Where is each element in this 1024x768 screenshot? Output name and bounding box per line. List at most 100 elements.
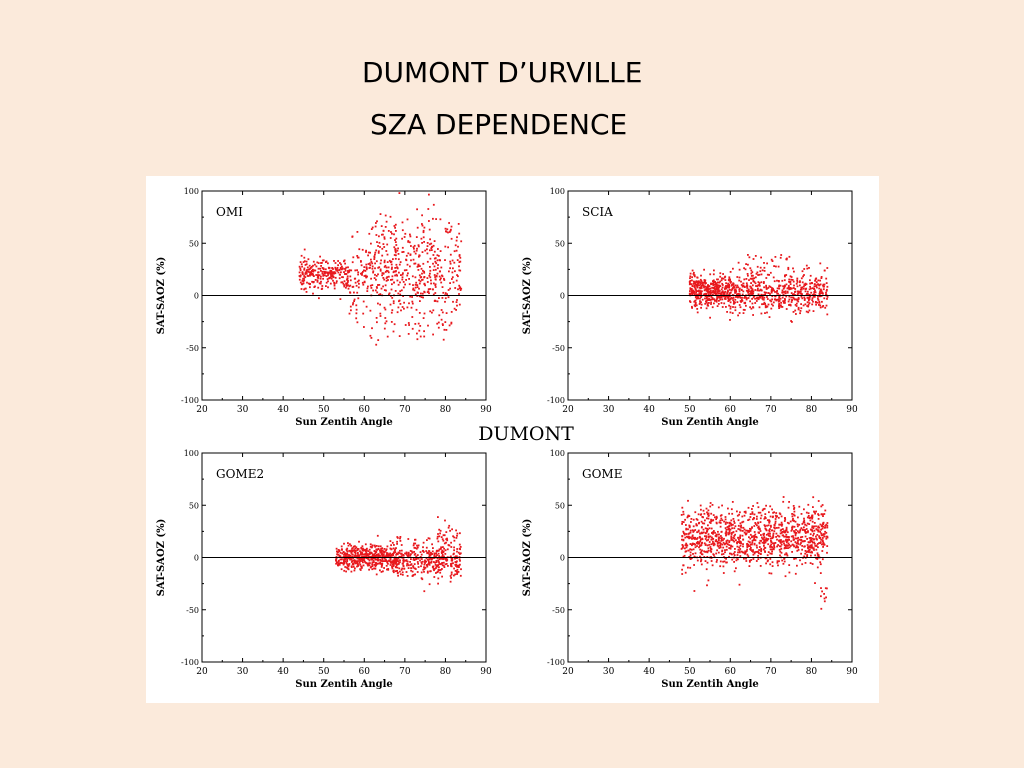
data-point bbox=[732, 536, 735, 539]
data-point bbox=[713, 286, 716, 288]
data-point bbox=[768, 520, 771, 523]
data-point bbox=[700, 558, 703, 561]
data-point bbox=[708, 543, 711, 546]
data-point bbox=[694, 303, 697, 305]
data-point bbox=[712, 284, 715, 286]
data-point bbox=[700, 542, 703, 545]
data-point bbox=[439, 569, 442, 571]
data-point bbox=[820, 288, 822, 291]
data-point bbox=[781, 291, 784, 294]
data-point bbox=[429, 238, 431, 241]
data-point bbox=[735, 290, 738, 293]
data-point bbox=[394, 257, 397, 260]
data-point bbox=[414, 567, 416, 570]
data-point bbox=[345, 553, 348, 555]
data-point bbox=[806, 296, 809, 299]
data-point bbox=[722, 572, 725, 574]
data-point bbox=[395, 254, 397, 257]
data-point bbox=[706, 530, 708, 532]
data-point bbox=[700, 553, 703, 555]
data-point bbox=[413, 250, 416, 253]
data-point bbox=[813, 525, 815, 528]
data-point bbox=[375, 554, 378, 557]
data-point bbox=[746, 284, 749, 286]
data-point bbox=[764, 541, 767, 543]
data-point bbox=[389, 560, 392, 562]
data-point bbox=[740, 526, 743, 529]
data-point bbox=[783, 300, 786, 302]
data-point bbox=[441, 564, 444, 567]
data-point bbox=[711, 286, 714, 289]
data-point bbox=[713, 530, 715, 532]
data-point bbox=[811, 530, 814, 533]
data-point bbox=[704, 288, 707, 291]
data-point bbox=[399, 537, 401, 540]
data-point bbox=[727, 299, 730, 302]
data-point bbox=[442, 534, 445, 537]
data-point bbox=[422, 317, 425, 319]
data-point bbox=[313, 275, 315, 277]
data-point bbox=[406, 575, 409, 577]
y-axis-label: SAT-SAOZ (%) bbox=[156, 257, 167, 335]
data-point bbox=[432, 333, 434, 336]
data-point bbox=[414, 538, 416, 541]
data-point bbox=[727, 285, 730, 288]
data-point bbox=[761, 536, 763, 539]
data-point bbox=[763, 296, 766, 299]
data-point bbox=[813, 522, 816, 524]
data-point bbox=[776, 560, 779, 563]
data-point bbox=[302, 261, 305, 263]
x-tick-label: 50 bbox=[318, 667, 330, 677]
data-point bbox=[812, 293, 814, 296]
data-point bbox=[794, 291, 796, 293]
data-point bbox=[769, 299, 771, 302]
data-point bbox=[720, 296, 723, 299]
data-point bbox=[427, 563, 430, 565]
data-point bbox=[319, 277, 322, 280]
data-point bbox=[764, 303, 766, 305]
data-point bbox=[813, 293, 815, 295]
data-point bbox=[348, 271, 351, 273]
data-point bbox=[788, 280, 790, 283]
data-point bbox=[377, 555, 380, 558]
data-point bbox=[742, 312, 745, 314]
data-point bbox=[724, 527, 727, 529]
data-point bbox=[370, 551, 373, 554]
data-point bbox=[700, 531, 703, 534]
data-point bbox=[753, 551, 756, 554]
data-point bbox=[783, 560, 786, 563]
data-point bbox=[732, 299, 735, 302]
data-point bbox=[769, 548, 772, 551]
data-point bbox=[776, 534, 779, 537]
data-point bbox=[450, 565, 453, 568]
data-point bbox=[788, 288, 791, 291]
data-point bbox=[456, 550, 458, 553]
data-point bbox=[698, 535, 701, 538]
data-point bbox=[728, 541, 731, 544]
data-point bbox=[441, 538, 444, 541]
data-point bbox=[753, 539, 756, 541]
data-point bbox=[784, 544, 787, 547]
data-point bbox=[396, 543, 398, 545]
data-point bbox=[337, 560, 340, 563]
data-point bbox=[789, 303, 792, 306]
data-point bbox=[418, 312, 421, 314]
data-point bbox=[401, 221, 404, 224]
data-point bbox=[374, 267, 376, 270]
data-point bbox=[452, 535, 454, 538]
data-point bbox=[716, 278, 718, 281]
data-point bbox=[361, 274, 363, 276]
data-point bbox=[817, 546, 819, 549]
data-point bbox=[766, 539, 769, 542]
data-point bbox=[387, 230, 390, 232]
data-point bbox=[394, 239, 396, 241]
data-point bbox=[404, 552, 406, 555]
data-point bbox=[450, 555, 452, 558]
data-point bbox=[710, 282, 712, 285]
data-point bbox=[728, 521, 731, 524]
data-point bbox=[759, 565, 762, 567]
data-point bbox=[748, 565, 751, 567]
data-point bbox=[820, 505, 823, 508]
data-point bbox=[761, 269, 764, 272]
data-point bbox=[358, 282, 360, 285]
